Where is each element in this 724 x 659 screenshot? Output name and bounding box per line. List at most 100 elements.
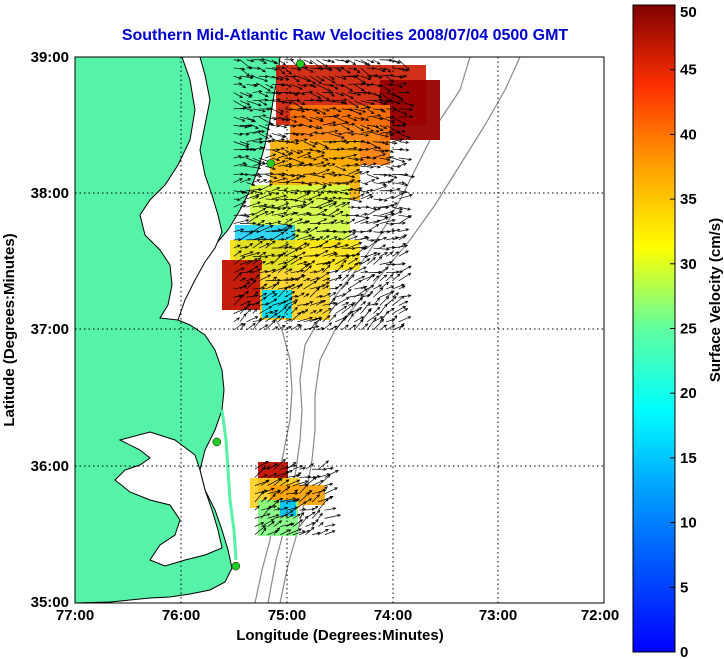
- velocity-vector: [303, 141, 317, 148]
- velocity-vector: [316, 92, 330, 101]
- velocity-vector: [366, 179, 376, 183]
- velocity-vector: [328, 59, 335, 63]
- velocity-vector: [316, 268, 325, 273]
- radar-station-marker: [296, 59, 305, 69]
- velocity-vector: [271, 157, 281, 162]
- y-tick-label: 35:00: [31, 594, 69, 611]
- velocity-vector: [267, 463, 279, 470]
- velocity-vector: [246, 258, 259, 265]
- velocity-vector: [373, 252, 381, 257]
- velocity-vector: [265, 67, 279, 71]
- velocity-vector: [290, 246, 303, 250]
- velocity-vector: [385, 290, 395, 298]
- velocity-vector: [385, 285, 395, 290]
- plot-frame: [74, 56, 605, 604]
- velocity-vector: [271, 149, 286, 156]
- velocity-vector: [297, 149, 304, 153]
- velocity-vector: [258, 261, 267, 265]
- velocity-vector: [398, 181, 406, 185]
- velocity-vector: [322, 301, 337, 306]
- velocity-vector: [297, 75, 311, 82]
- velocity-vector: [335, 108, 342, 113]
- velocity-vector: [303, 67, 315, 73]
- velocity-vector: [398, 115, 414, 119]
- velocity-vector: [309, 59, 323, 70]
- velocity-vector: [303, 108, 318, 112]
- velocity-vector: [360, 220, 369, 224]
- velocity-vector: [347, 262, 359, 273]
- velocity-vector: [328, 114, 341, 118]
- velocity-vector: [239, 303, 252, 314]
- velocity-vector: [271, 309, 279, 314]
- colorbar-tick-label: 15: [680, 450, 697, 467]
- velocity-vector: [322, 157, 329, 161]
- velocity-vector: [239, 281, 251, 290]
- velocity-vector: [246, 294, 259, 298]
- velocity-vector: [360, 67, 373, 79]
- velocity-vector: [280, 529, 292, 536]
- velocity-vector: [277, 67, 286, 75]
- velocity-vector: [284, 190, 299, 195]
- velocity-vector: [328, 156, 338, 161]
- velocity-vector: [303, 182, 313, 186]
- y-tick-label: 37:00: [31, 321, 69, 338]
- velocity-vector: [265, 221, 273, 226]
- velocity-vector: [278, 173, 285, 177]
- velocity-vector: [385, 274, 394, 282]
- velocity-vector: [366, 223, 380, 233]
- velocity-vector: [366, 312, 380, 323]
- velocity-vector: [373, 100, 388, 105]
- velocity-vector: [254, 525, 267, 536]
- velocity-vector: [347, 186, 363, 192]
- velocity-vector: [271, 75, 284, 81]
- velocity-vector: [341, 124, 351, 131]
- velocity-vector: [265, 190, 280, 195]
- y-axis-label: Latitude (Degrees:Minutes): [1, 233, 18, 426]
- velocity-vector: [398, 174, 416, 179]
- velocity-vector: [324, 482, 334, 486]
- velocity-vector: [284, 218, 294, 224]
- velocity-vector: [273, 478, 283, 486]
- velocity-vector: [354, 170, 363, 175]
- velocity-vector: [265, 116, 278, 121]
- velocity-vector: [385, 174, 398, 179]
- velocity-vector: [258, 292, 268, 298]
- velocity-vector: [360, 116, 370, 121]
- velocity-vector: [297, 316, 314, 323]
- velocity-vector: [258, 314, 269, 323]
- velocity-vector: [328, 276, 343, 282]
- velocity-vector: [239, 251, 254, 257]
- velocity-vector: [277, 108, 285, 113]
- velocity-vector: [246, 123, 254, 128]
- velocity-vector: [328, 242, 342, 249]
- velocity-vector: [379, 267, 389, 273]
- velocity-vector: [347, 293, 365, 298]
- velocity-vector: [324, 466, 334, 470]
- velocity-vector: [398, 250, 409, 257]
- barrier-islands: [220, 409, 238, 561]
- velocity-vector: [284, 149, 294, 155]
- velocity-vector: [322, 90, 334, 95]
- velocity-vector: [392, 116, 407, 125]
- x-tick-label: 72:00: [581, 607, 619, 624]
- velocity-vector: [233, 244, 241, 249]
- velocity-vector: [297, 152, 312, 159]
- pamlico-sound: [114, 431, 223, 567]
- velocity-vector: [303, 228, 312, 233]
- velocity-vector: [373, 149, 385, 154]
- velocity-vector: [278, 100, 293, 105]
- colorbar-tick-label: 45: [680, 62, 697, 79]
- velocity-vector: [292, 472, 302, 478]
- velocity-vector: [265, 268, 277, 274]
- velocity-vector: [366, 206, 378, 211]
- velocity-vector: [261, 519, 275, 527]
- velocity-vector: [239, 67, 250, 77]
- velocity-vector: [373, 92, 383, 98]
- velocity-vector: [341, 67, 351, 74]
- velocity-vector: [284, 132, 297, 136]
- velocity-vector: [398, 242, 406, 249]
- velocity-vector: [246, 165, 262, 170]
- velocity-vector: [258, 116, 273, 125]
- velocity-vector: [328, 202, 337, 208]
- velocity-vector: [258, 306, 273, 314]
